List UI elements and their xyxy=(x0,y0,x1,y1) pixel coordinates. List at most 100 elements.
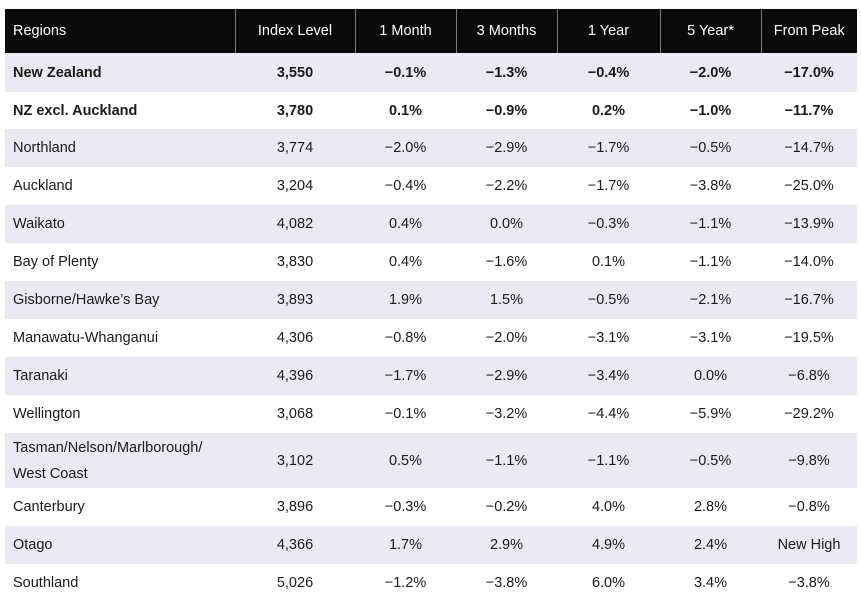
one-year-cell: −3.4% xyxy=(557,357,660,395)
from-peak-cell: −14.7% xyxy=(761,129,857,167)
one-month-cell: 0.1% xyxy=(388,102,423,119)
table-row: Bay of Plenty 3,830 0.4% −1.6% 0.1% −1.1… xyxy=(5,243,857,281)
one-year-cell: 0.2% xyxy=(591,102,626,119)
region-cell: Taranaki xyxy=(5,357,235,395)
region-cell: New Zealand xyxy=(5,53,235,92)
index-level-cell: 3,550 xyxy=(235,53,355,92)
five-year-cell: 2.8% xyxy=(693,499,728,515)
table-row: Tasman/Nelson/Marlborough/ West Coast 3,… xyxy=(5,433,857,488)
from-peak-cell: −11.7% xyxy=(784,102,834,119)
five-year-cell: −1.1% xyxy=(689,254,732,270)
region-cell: Manawatu-Whanganui xyxy=(13,330,159,346)
three-months-cell: 0.0% xyxy=(456,205,557,243)
table-row: Taranaki 4,396 −1.7% −2.9% −3.4% 0.0% −6… xyxy=(5,357,857,395)
header-from-peak: From Peak xyxy=(760,9,857,53)
table-row: Auckland 3,204 −0.4% −2.2% −1.7% −3.8% −… xyxy=(5,167,857,205)
three-months-cell: −0.2% xyxy=(485,499,528,515)
region-cell: Otago xyxy=(5,526,235,564)
one-month-cell: −0.3% xyxy=(384,499,427,515)
five-year-cell: 2.4% xyxy=(660,526,761,564)
region-cell: Northland xyxy=(5,129,235,167)
five-year-cell: −5.9% xyxy=(689,406,732,422)
region-cell: Southland xyxy=(13,575,79,591)
region-cell: Wellington xyxy=(13,406,81,422)
five-year-cell: 0.0% xyxy=(660,357,761,395)
from-peak-cell: −17.0% xyxy=(761,53,857,92)
one-month-cell: 0.4% xyxy=(355,205,456,243)
index-level-cell: 5,026 xyxy=(276,575,314,591)
one-year-cell: −0.3% xyxy=(557,205,660,243)
three-months-cell: 2.9% xyxy=(456,526,557,564)
from-peak-cell: −16.7% xyxy=(761,281,857,319)
index-level-cell: 3,830 xyxy=(276,254,314,270)
one-month-cell: 1.7% xyxy=(355,526,456,564)
table-row: Waikato 4,082 0.4% 0.0% −0.3% −1.1% −13.… xyxy=(5,205,857,243)
one-year-cell: 0.1% xyxy=(591,254,626,270)
header-regions: Regions xyxy=(5,9,235,53)
table-row: Northland 3,774 −2.0% −2.9% −1.7% −0.5% … xyxy=(5,129,857,167)
one-month-cell: −0.4% xyxy=(384,178,427,194)
five-year-cell: −3.8% xyxy=(689,178,732,194)
index-level-cell: 4,082 xyxy=(235,205,355,243)
region-cell: Auckland xyxy=(13,178,73,194)
index-level-cell: 4,396 xyxy=(235,357,355,395)
table-row: New Zealand 3,550 −0.1% −1.3% −0.4% −2.0… xyxy=(5,53,857,92)
region-cell: Gisborne/Hawke’s Bay xyxy=(5,281,235,319)
three-months-cell: −2.0% xyxy=(485,330,528,346)
one-year-cell: 6.0% xyxy=(591,575,626,591)
index-level-cell: 3,896 xyxy=(276,499,314,515)
index-level-cell: 3,780 xyxy=(276,102,314,119)
one-year-cell: −1.7% xyxy=(587,178,630,194)
table-row: Canterbury 3,896 −0.3% −0.2% 4.0% 2.8% −… xyxy=(5,488,857,526)
three-months-cell: −1.1% xyxy=(456,433,557,488)
five-year-cell: −0.5% xyxy=(660,129,761,167)
five-year-cell: −2.0% xyxy=(660,53,761,92)
one-month-cell: 0.5% xyxy=(355,433,456,488)
one-month-cell: −0.1% xyxy=(355,53,456,92)
one-year-cell: −1.1% xyxy=(557,433,660,488)
from-peak-cell: New High xyxy=(761,526,857,564)
from-peak-cell: −13.9% xyxy=(761,205,857,243)
header-5-year: 5 Year* xyxy=(659,9,761,53)
five-year-cell: −3.1% xyxy=(689,330,732,346)
one-month-cell: −1.2% xyxy=(384,575,427,591)
index-level-cell: 4,366 xyxy=(235,526,355,564)
one-year-cell: 4.0% xyxy=(591,499,626,515)
index-level-cell: 3,068 xyxy=(276,406,314,422)
three-months-cell: −3.2% xyxy=(485,406,528,422)
one-month-cell: −0.8% xyxy=(384,330,427,346)
one-year-cell: −4.4% xyxy=(587,406,630,422)
table-row: Otago 4,366 1.7% 2.9% 4.9% 2.4% New High xyxy=(5,526,857,564)
index-level-cell: 3,102 xyxy=(235,433,355,488)
one-year-cell: −0.4% xyxy=(557,53,660,92)
five-year-cell: −1.1% xyxy=(660,205,761,243)
from-peak-cell: −29.2% xyxy=(784,406,834,422)
five-year-cell: −1.0% xyxy=(689,102,732,119)
three-months-cell: −2.9% xyxy=(456,129,557,167)
one-year-cell: 4.9% xyxy=(557,526,660,564)
one-month-cell: −0.1% xyxy=(384,406,427,422)
table-row: Southland 5,026 −1.2% −3.8% 6.0% 3.4% −3… xyxy=(5,564,857,602)
header-3-months: 3 Months xyxy=(455,9,557,53)
five-year-cell: −0.5% xyxy=(660,433,761,488)
one-month-cell: −2.0% xyxy=(355,129,456,167)
one-year-cell: −3.1% xyxy=(587,330,630,346)
region-cell: Canterbury xyxy=(13,499,85,515)
from-peak-cell: −25.0% xyxy=(784,178,834,194)
region-cell: Tasman/Nelson/Marlborough/ West Coast xyxy=(5,433,235,488)
header-1-year: 1 Year xyxy=(556,9,660,53)
from-peak-cell: −6.8% xyxy=(761,357,857,395)
three-months-cell: −1.6% xyxy=(485,254,528,270)
regional-index-table: Regions Index Level 1 Month 3 Months 1 Y… xyxy=(5,9,857,602)
region-cell: NZ excl. Auckland xyxy=(13,102,138,119)
five-year-cell: 3.4% xyxy=(693,575,728,591)
header-1-month: 1 Month xyxy=(354,9,456,53)
header-row: Regions Index Level 1 Month 3 Months 1 Y… xyxy=(5,9,857,53)
one-month-cell: 1.9% xyxy=(355,281,456,319)
one-month-cell: −1.7% xyxy=(355,357,456,395)
index-level-cell: 3,774 xyxy=(235,129,355,167)
one-year-cell: −1.7% xyxy=(557,129,660,167)
from-peak-cell: −3.8% xyxy=(788,575,830,591)
table-row: Gisborne/Hawke’s Bay 3,893 1.9% 1.5% −0.… xyxy=(5,281,857,319)
index-level-cell: 4,306 xyxy=(276,330,314,346)
